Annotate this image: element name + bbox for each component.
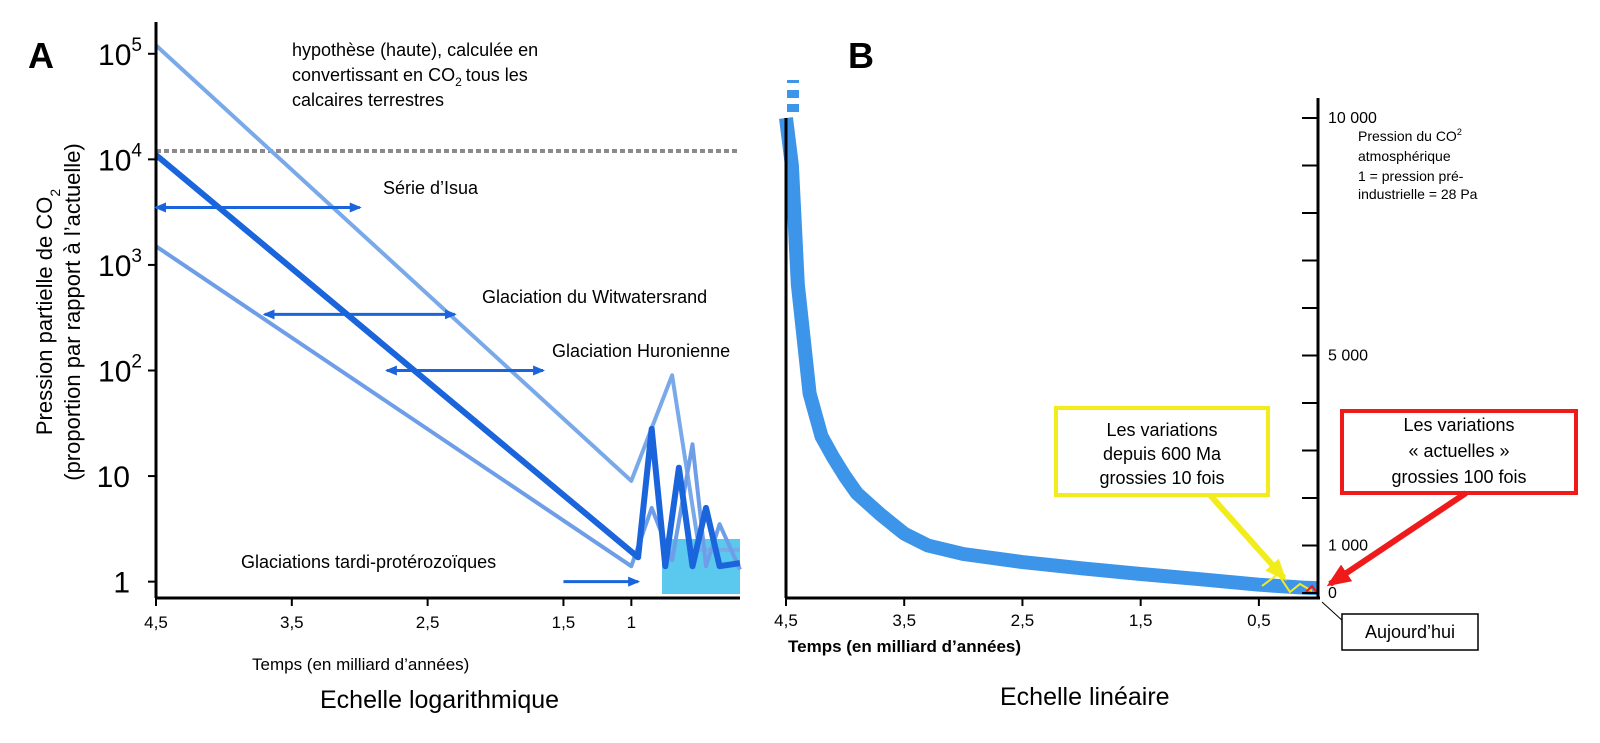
panel-b-y-tick-0: 0: [1302, 585, 1337, 602]
panel-b-y-tick-10000: 10 000: [1302, 110, 1377, 127]
svg-text:3,5: 3,5: [280, 613, 304, 632]
callout-600ma-arrow: [1207, 493, 1287, 581]
svg-text:calcaires terrestres: calcaires terrestres: [292, 90, 444, 110]
svg-text:1,5: 1,5: [1129, 611, 1153, 630]
today-label: Aujourd’hui: [1365, 622, 1455, 642]
svg-text:104: 104: [98, 140, 142, 177]
panel-a-y-tick-1: 1: [113, 567, 156, 600]
today-marker: Aujourd’hui: [1321, 601, 1479, 651]
panel-b-x-tick-0-5: 0,5: [1247, 598, 1271, 630]
callout-600ma: Les variations depuis 600 Ma grossies 10…: [1054, 406, 1287, 581]
svg-text:102: 102: [98, 352, 142, 389]
axis-break-marks: [787, 80, 799, 112]
today-box: [1341, 613, 1479, 651]
svg-text:atmosphérique: atmosphérique: [1358, 148, 1451, 164]
svg-text:0: 0: [1328, 585, 1337, 602]
svg-text:4,5: 4,5: [774, 611, 798, 630]
annotation-huronienne-label: Glaciation Huronienne: [552, 341, 730, 361]
svg-text:2,5: 2,5: [416, 613, 440, 632]
series-central-estimate: [154, 152, 741, 570]
svg-text:3,5: 3,5: [892, 611, 916, 630]
svg-text:4,5: 4,5: [144, 613, 168, 632]
svg-text:1 = pression pré-: 1 = pression pré-: [1358, 168, 1464, 184]
panel-a-title: A: [28, 35, 54, 76]
svg-text:10 000: 10 000: [1328, 110, 1377, 127]
svg-text:Les variations: Les variations: [1106, 420, 1217, 440]
annotation-tardi-proterozoiques-label: Glaciations tardi-protérozoïques: [241, 552, 496, 572]
panel-a-y-label: Pression partielle de CO2: [32, 189, 63, 435]
svg-text:« actuelles »: « actuelles »: [1408, 441, 1509, 461]
panel-b-x-tick-4-5: 4,5: [774, 598, 798, 630]
panel-b-y-tick-1000: 1 000: [1302, 538, 1368, 555]
svg-text:depuis 600 Ma: depuis 600 Ma: [1103, 444, 1222, 464]
panel-a-x-tick-3-5: 3,5: [280, 598, 304, 632]
callout-current-arrow: [1326, 490, 1468, 587]
panel-a-x-label: Temps (en milliard d’années): [252, 655, 469, 674]
svg-text:2,5: 2,5: [1011, 611, 1035, 630]
svg-text:grossies 10 fois: grossies 10 fois: [1099, 468, 1224, 488]
panel-b-y-note: Pression du CO2 atmosphérique 1 = pressi…: [1358, 127, 1478, 202]
svg-text:Pression du CO2: Pression du CO2: [1358, 127, 1462, 144]
panel-b-x-tick-2-5: 2,5: [1011, 598, 1035, 630]
annotation-witwatersrand-label: Glaciation du Witwatersrand: [482, 287, 707, 307]
panel-a-x-tick-2-5: 2,5: [416, 598, 440, 632]
svg-text:0,5: 0,5: [1247, 611, 1271, 630]
callout-current: Les variations « actuelles » grossies 10…: [1326, 409, 1578, 587]
panel-a: A 4,5 3,5 2,5 1,5 1: [28, 22, 742, 714]
svg-text:1 000: 1 000: [1328, 538, 1368, 555]
panel-a-y-tick-1000: 103: [98, 246, 156, 283]
panel-a-x-tick-1-5: 1,5: [552, 598, 576, 632]
svg-text:Les variations: Les variations: [1403, 415, 1514, 435]
svg-text:1: 1: [627, 613, 636, 632]
annotation-huronienne: Glaciation Huronienne: [384, 341, 730, 376]
panel-a-y-tick-100: 102: [98, 352, 156, 389]
svg-text:10: 10: [97, 461, 130, 494]
panel-a-y-tick-10000: 104: [98, 140, 156, 177]
panel-b: B 4,5 3,5 2,5 1,5: [774, 35, 1578, 711]
panel-a-x-tick-4-5: 4,5: [144, 598, 168, 632]
panel-b-y-tick-5000: 5 000: [1302, 348, 1368, 365]
annotation-tardi-proterozoiques: Glaciations tardi-protérozoïques: [241, 552, 641, 587]
svg-text:103: 103: [98, 246, 142, 283]
panel-a-caption: Echelle logarithmique: [320, 686, 559, 714]
panel-a-y-tick-10: 10: [97, 461, 156, 494]
panel-a-y-label-line2: (proportion par rapport à l’actuelle): [60, 143, 85, 481]
panel-b-title: B: [848, 35, 874, 76]
magnified-variation-current: [1305, 584, 1319, 595]
callout-current-box: [1340, 409, 1578, 495]
annotation-witwatersrand: Glaciation du Witwatersrand: [262, 287, 707, 320]
svg-text:5 000: 5 000: [1328, 348, 1368, 365]
panel-b-x-tick-3-5: 3,5: [892, 598, 916, 630]
svg-text:1: 1: [113, 567, 130, 600]
svg-text:industrielle = 28 Pa: industrielle = 28 Pa: [1358, 186, 1478, 202]
hypothesis-note: hypothèse (haute), calculée en convertis…: [292, 40, 538, 110]
svg-text:hypothèse (haute), calculée en: hypothèse (haute), calculée en: [292, 40, 538, 60]
svg-text:105: 105: [98, 35, 142, 72]
callout-600ma-box: [1054, 406, 1270, 497]
series-co2-pressure: [779, 117, 1319, 596]
panel-a-y-tick-100000: 105: [98, 35, 156, 72]
annotation-isua-label: Série d’Isua: [383, 178, 479, 198]
panel-b-x-label: Temps (en milliard d’années): [788, 637, 1021, 656]
svg-text:1,5: 1,5: [552, 613, 576, 632]
panel-b-caption: Echelle linéaire: [1000, 683, 1170, 711]
panel-b-x-tick-1-5: 1,5: [1129, 598, 1153, 630]
panel-a-x-tick-1: 1: [627, 598, 636, 632]
svg-text:grossies 100 fois: grossies 100 fois: [1391, 467, 1526, 487]
annotation-isua: Série d’Isua: [154, 178, 479, 213]
